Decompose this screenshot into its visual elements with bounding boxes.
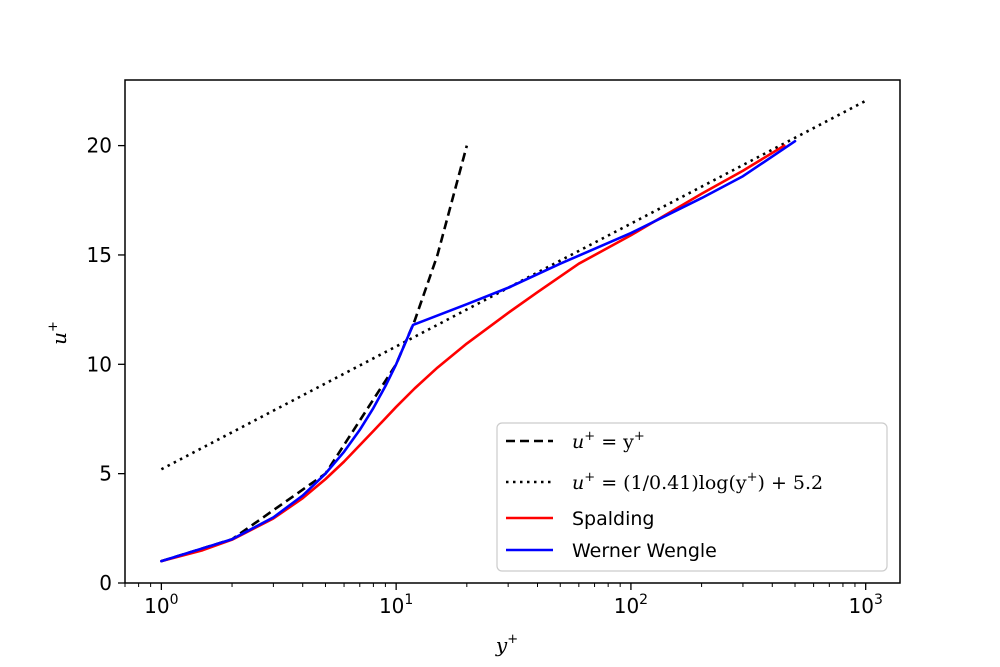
legend-label-1: u+ = (1/0.41)log(y+) + 5.2	[572, 470, 823, 494]
x-axis-label-sup: +	[507, 632, 518, 647]
series-line-0	[160, 145, 469, 563]
x-tick-exp: 0	[170, 592, 179, 608]
series-layer	[160, 99, 867, 563]
x-tick-label-3: 103	[849, 592, 883, 618]
legend: u+ = y+ u+ = (1/0.41)log(y+) + 5.2 Spaldin…	[496, 422, 888, 572]
x-tick-label-2: 102	[614, 592, 648, 618]
y-axis-label-main: u	[47, 332, 71, 345]
legend-box	[496, 422, 888, 572]
x-tick-exp: 1	[404, 592, 413, 608]
y-tick-label-3: 15	[87, 243, 112, 267]
x-tick-exp: 2	[639, 592, 648, 608]
y-tick-label-2: 10	[87, 352, 112, 376]
y-axis-label: u+	[46, 321, 71, 345]
plot-area-frame	[124, 79, 901, 584]
legend-label-3: Werner Wengle	[572, 540, 717, 562]
y-axis-ticks: 0 5 10 15 20	[87, 134, 125, 595]
x-tick-label-1: 101	[379, 592, 413, 618]
x-tick-exp: 3	[874, 592, 883, 608]
x-tick-label-0: 100	[144, 592, 178, 618]
x-tick-base: 10	[614, 594, 639, 618]
x-tick-base: 10	[379, 594, 404, 618]
legend-label-0: u+ = y+	[572, 429, 645, 453]
series-line-3	[160, 139, 797, 563]
y-axis-label-sup: +	[46, 321, 61, 332]
y-tick-label-4: 20	[87, 134, 112, 158]
x-axis-label: y+	[495, 632, 518, 657]
x-axis-label-main: y	[495, 633, 508, 657]
y-tick-label-1: 5	[99, 462, 112, 486]
y-tick-label-0: 0	[99, 571, 112, 595]
x-axis-ticks: 100 101 102 103	[124, 583, 883, 618]
x-tick-base: 10	[144, 594, 169, 618]
legend-label-2: Spalding	[572, 508, 655, 530]
x-tick-base: 10	[849, 594, 874, 618]
